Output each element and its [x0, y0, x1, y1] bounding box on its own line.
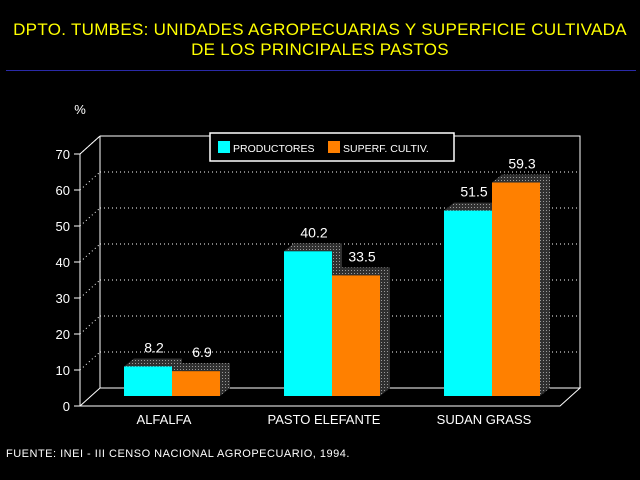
data-label: 33.5	[348, 248, 375, 264]
bar-side	[220, 363, 230, 396]
source-note: FUENTE: INEI - III CENSO NACIONAL AGROPE…	[6, 448, 350, 460]
floor	[79, 387, 582, 407]
bar-top	[332, 267, 390, 276]
y-tick-label: 0	[63, 399, 70, 414]
bar-top	[284, 243, 342, 252]
side-gridline	[79, 243, 101, 263]
bar-side	[380, 267, 390, 396]
bar	[332, 275, 380, 396]
data-label: 59.3	[508, 156, 535, 172]
legend-label: SUPERF. CULTIV.	[343, 143, 429, 155]
data-label: 8.2	[144, 339, 164, 355]
chart-title: DPTO. TUMBES: UNIDADES AGROPECUARIAS Y S…	[0, 20, 640, 60]
y-tick-label: 40	[56, 255, 70, 270]
side-gridline	[79, 315, 101, 335]
bar	[172, 371, 220, 396]
bar	[444, 210, 492, 396]
legend-swatch	[218, 141, 230, 153]
side-gridline	[79, 171, 101, 191]
bar	[492, 182, 540, 396]
y-tick-label: 20	[56, 327, 70, 342]
y-tick-label: 50	[56, 219, 70, 234]
bar	[284, 251, 332, 396]
bar-chart: 0 10 20 30 40 50 60 70% ALFALFA PASTO ELEFANTE SUD…	[56, 102, 582, 427]
side-gridline	[79, 279, 101, 299]
bar	[124, 366, 172, 396]
y-axis-label: %	[74, 102, 86, 117]
bar-top	[492, 174, 550, 183]
side-gridline	[79, 207, 101, 227]
x-tick-label: SUDAN GRASS	[437, 412, 532, 427]
side-gridline	[79, 135, 101, 155]
side-gridline	[79, 351, 101, 371]
x-tick-label: PASTO ELEFANTE	[268, 412, 381, 427]
bar-side	[540, 174, 550, 396]
bar-top	[124, 358, 182, 367]
bars	[124, 174, 550, 396]
bar-top	[444, 202, 502, 211]
data-label: 6.9	[192, 344, 212, 360]
y-tick-label: 30	[56, 291, 70, 306]
legend-swatch	[328, 141, 340, 153]
y-tick-label: 70	[56, 147, 70, 162]
legend: PRODUCTORES SUPERF. CULTIV.	[209, 132, 455, 162]
y-tick-label: 60	[56, 183, 70, 198]
data-labels: 8.2 6.9 40.2 33.5 51.5 59.3	[144, 156, 536, 361]
axes: 0 10 20 30 40 50 60 70% ALFALFA PASTO ELEFANTE SUD…	[56, 102, 582, 427]
bar-top	[172, 363, 230, 372]
chart-title-line-1: DPTO. TUMBES: UNIDADES AGROPECUARIAS Y S…	[13, 20, 627, 39]
y-tick-label: 10	[56, 363, 70, 378]
title-divider	[6, 70, 636, 71]
x-tick-label: ALFALFA	[137, 412, 192, 427]
data-label: 51.5	[460, 184, 487, 200]
chart-title-line-2: DE LOS PRINCIPALES PASTOS	[191, 40, 449, 59]
legend-label: PRODUCTORES	[233, 143, 314, 155]
data-label: 40.2	[300, 224, 327, 240]
